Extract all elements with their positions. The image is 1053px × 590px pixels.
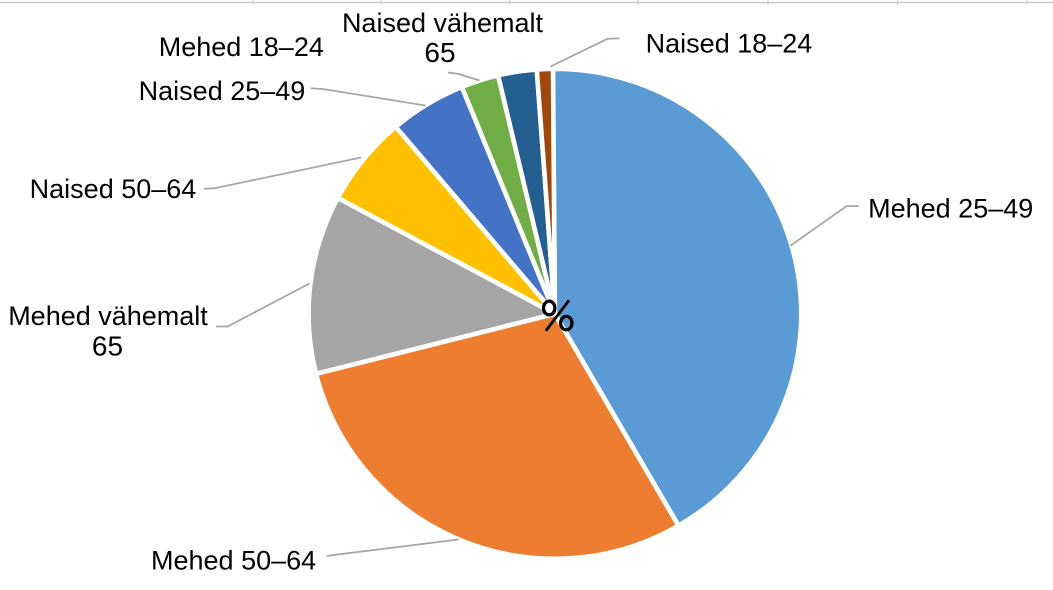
svg-text:Mehed 50–64: Mehed 50–64 [151, 545, 316, 575]
svg-text:Naised 18–24: Naised 18–24 [646, 28, 813, 58]
svg-text:Mehed 18–24: Mehed 18–24 [159, 32, 324, 62]
svg-text:65: 65 [92, 331, 123, 362]
svg-text:Naised 25–49: Naised 25–49 [139, 76, 306, 106]
svg-text:Mehed vähemalt: Mehed vähemalt [8, 301, 208, 331]
svg-text:Naised 50–64: Naised 50–64 [30, 174, 197, 204]
svg-text:Mehed 25–49: Mehed 25–49 [868, 194, 1033, 224]
svg-text:65: 65 [424, 37, 455, 68]
svg-text:Naised vähemalt: Naised vähemalt [342, 8, 544, 38]
